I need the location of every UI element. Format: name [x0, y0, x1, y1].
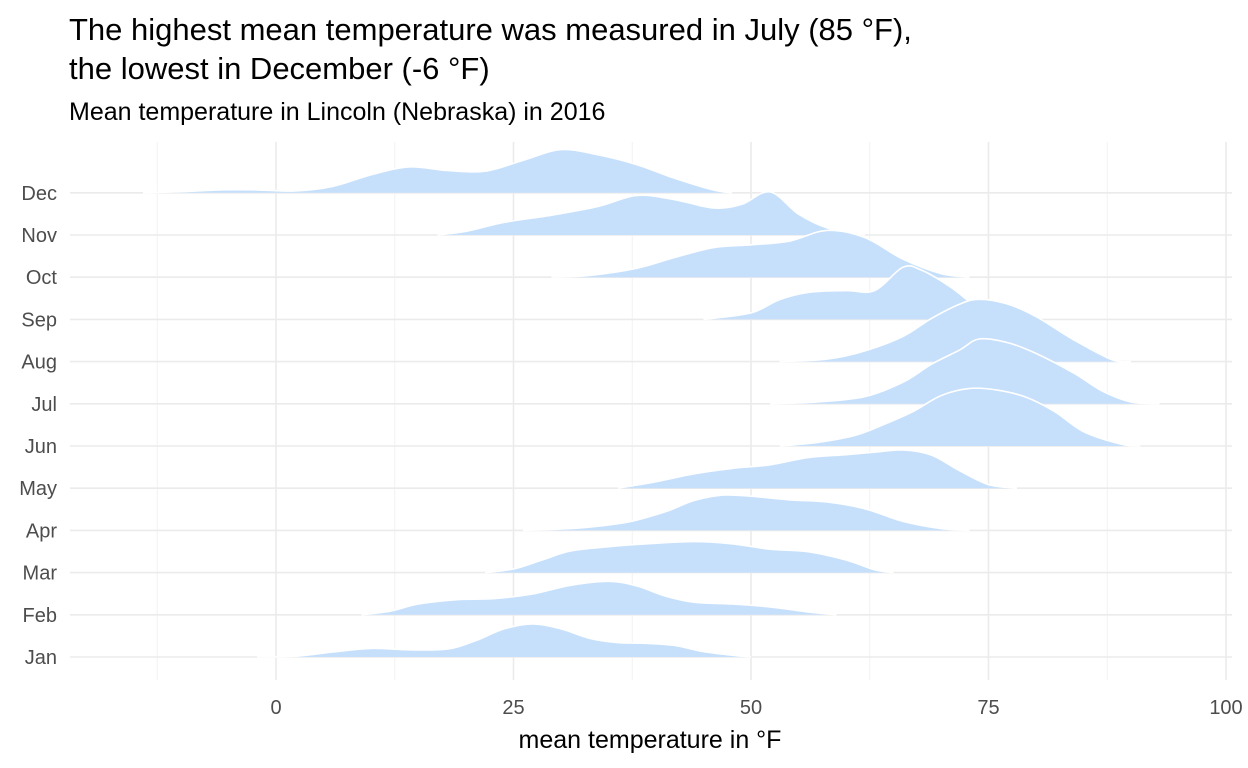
x-axis-title: mean temperature in °F	[519, 726, 782, 754]
chart-title-line-1: The highest mean temperature was measure…	[69, 12, 912, 47]
y-tick-label-nov: Nov	[21, 225, 57, 247]
y-tick-label-may: May	[19, 478, 57, 500]
ridge-outline-dec	[142, 148, 733, 194]
ridge-outline-mar	[484, 540, 894, 574]
ridge-outline-apr	[522, 494, 970, 532]
x-tick-label: 25	[502, 697, 524, 719]
ridge-area-oct	[551, 230, 970, 278]
ridge-outline-aug	[779, 298, 1132, 363]
y-tick-label-aug: Aug	[21, 352, 57, 374]
x-tick-label: 100	[1209, 697, 1242, 719]
y-tick-labels: Jan Feb Mar Apr May Jun Jul Aug Sep Oct Nov Dec	[19, 183, 57, 669]
chart-title: The highest mean temperature was measure…	[69, 10, 1219, 88]
y-tick-label-feb: Feb	[23, 605, 57, 627]
y-tick-label-oct: Oct	[26, 267, 58, 289]
ridge-outline-jun	[779, 387, 1141, 447]
ridge-area-apr	[523, 494, 970, 531]
y-tick-label-sep: Sep	[21, 309, 57, 331]
y-tick-label-jul: Jul	[31, 394, 57, 416]
ridge-outline-nov	[437, 190, 866, 236]
ridge-area-may	[618, 449, 1017, 489]
x-tick-label: 0	[270, 697, 281, 719]
ridge-area-dec	[143, 149, 732, 193]
y-tick-label-jun: Jun	[25, 436, 57, 458]
ridge-outline-jul	[769, 337, 1160, 405]
y-tick-label-mar: Mar	[23, 563, 58, 585]
y-tick-label-apr: Apr	[26, 520, 57, 542]
y-tick-label-jan: Jan	[25, 647, 57, 669]
y-tick-label-dec: Dec	[21, 183, 57, 205]
ridge-outline-may	[617, 449, 1018, 489]
ridge-area-nov	[437, 191, 865, 235]
chart-subtitle: Mean temperature in Lincoln (Nebraska) i…	[69, 98, 606, 126]
ridge-area-feb	[361, 581, 837, 615]
x-tick-label: 50	[740, 697, 762, 719]
chart-title-line-2: the lowest in December (-6 °F)	[69, 51, 490, 86]
ridge-outline-jan	[256, 623, 752, 658]
ridge-area-jul	[770, 338, 1160, 404]
x-tick-labels: 0 25 50 75 100	[270, 697, 1242, 719]
ridge-area-jun	[779, 388, 1141, 446]
ridge-outline-oct	[551, 229, 970, 278]
x-tick-label: 75	[977, 697, 999, 719]
ridge-area-aug	[779, 299, 1131, 362]
ridge-outline-feb	[361, 580, 837, 616]
ridge-layer	[142, 148, 1160, 658]
